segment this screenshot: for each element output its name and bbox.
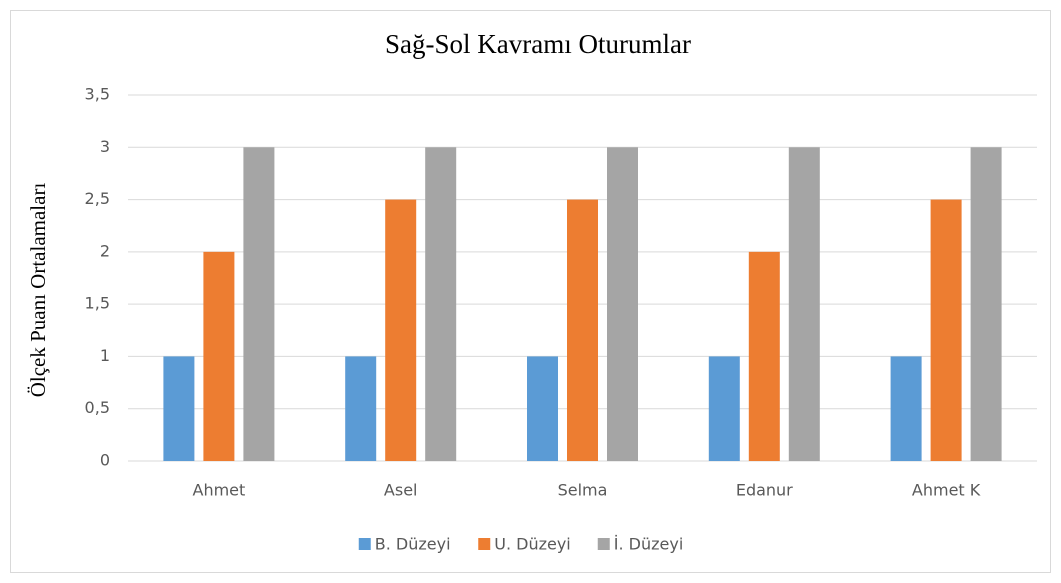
y-tick-label: 1	[100, 346, 110, 365]
chart-title: Sağ-Sol Kavramı Oturumlar	[385, 29, 691, 59]
bar	[425, 147, 457, 462]
bar	[930, 199, 962, 462]
y-axis-label: Ölçek Puanı Ortalamaları	[26, 183, 50, 398]
legend-swatch	[478, 538, 491, 550]
bar	[607, 147, 638, 462]
chart-border	[10, 10, 1051, 573]
x-tick-label: Selma	[558, 481, 608, 500]
bar	[890, 356, 922, 461]
y-tick-label: 3,5	[85, 85, 110, 104]
bar	[345, 356, 377, 461]
bar	[243, 147, 275, 462]
bar	[203, 251, 235, 461]
y-tick-label: 1,5	[85, 294, 110, 313]
x-tick-label: Asel	[384, 481, 418, 500]
bar	[567, 199, 598, 462]
bar	[788, 147, 820, 462]
x-tick-label: Edanur	[736, 481, 793, 500]
bar	[748, 251, 780, 461]
legend-swatch	[358, 538, 371, 550]
x-tick-label: Ahmet	[193, 481, 246, 500]
y-tick-label: 3	[100, 137, 110, 156]
legend-label: İ. Düzeyi	[614, 535, 684, 554]
y-tick-label: 2	[100, 241, 110, 260]
y-tick-label: 0	[100, 451, 110, 470]
bar	[708, 356, 740, 461]
bar	[527, 356, 558, 461]
bar	[385, 199, 417, 462]
bar	[163, 356, 195, 461]
y-tick-label: 2,5	[85, 189, 110, 208]
legend-label: B. Düzeyi	[375, 535, 451, 554]
legend-swatch	[597, 538, 610, 550]
bar	[970, 147, 1002, 462]
legend-label: U. Düzeyi	[494, 535, 571, 554]
y-tick-label: 0,5	[85, 398, 110, 417]
x-tick-label: Ahmet K	[912, 481, 981, 500]
